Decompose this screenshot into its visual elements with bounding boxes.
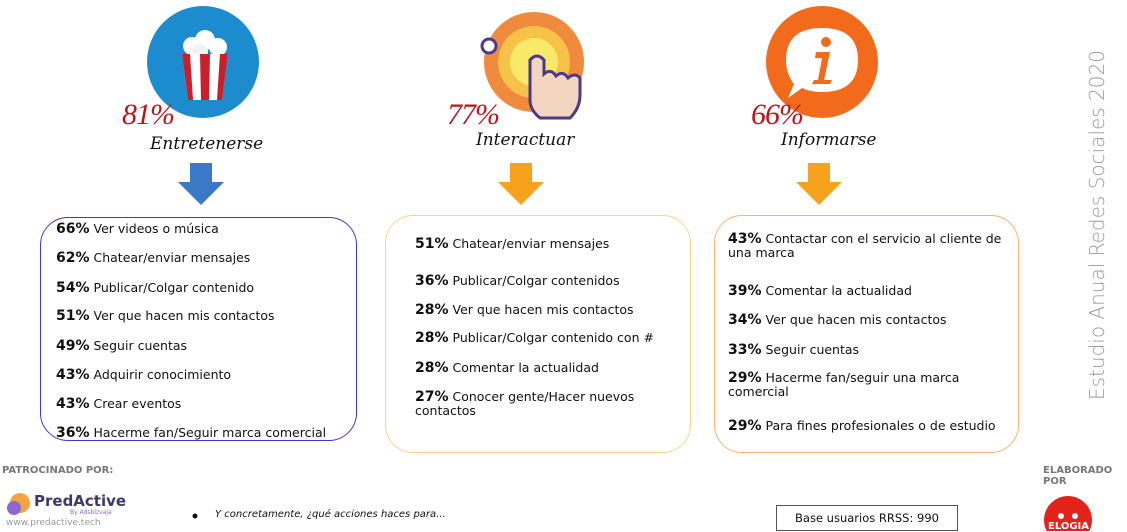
list-item: 28% Publicar/Colgar contenido con # (415, 331, 685, 345)
item-text: Publicar/Colgar contenido (93, 280, 255, 295)
item-percent: 29% (728, 370, 762, 386)
list-item: 33% Seguir cuentas (728, 343, 1008, 357)
item-text: Chatear/enviar mensajes (93, 250, 251, 265)
box (714, 215, 1019, 453)
list-item: 36% Publicar/Colgar contenidos (415, 274, 685, 288)
list-item: 51% Ver que hacen mis contactos (56, 309, 356, 323)
bullet (192, 513, 198, 519)
list-item: 27% Conocer gente/Hacer nuevos contactos (415, 390, 685, 417)
item-percent: 28% (415, 330, 449, 346)
list-item: 29% Hacerme fan/seguir una marca comerci… (728, 371, 1008, 398)
item-text: Hacerme fan/seguir una marca comercial (728, 370, 960, 399)
list-item: 29% Para fines profesionales o de estudi… (728, 419, 1008, 433)
list-item: 36% Hacerme fan/Seguir marca comercial (56, 426, 356, 440)
item-text: Conocer gente/Hacer nuevos contactos (415, 389, 635, 418)
hand (528, 54, 582, 120)
popcorn (182, 30, 228, 100)
agency-label: ELABORADO POR (1043, 465, 1113, 487)
item-percent: 66% (56, 221, 90, 237)
item-percent: 43% (728, 231, 762, 247)
question: Y concretamente, ¿qué acciones haces par… (215, 509, 446, 520)
list-item: 43% Contactar con el servicio al cliente… (728, 232, 1008, 259)
item-percent: 34% (728, 312, 762, 328)
list-item: 66% Ver videos o música (56, 222, 356, 236)
item-percent: 49% (56, 338, 90, 354)
item-percent: 62% (56, 250, 90, 266)
column-title: Entretenerse (150, 134, 264, 154)
item-text: Publicar/Colgar contenidos (452, 273, 620, 288)
list-item: 34% Ver que hacen mis contactos (728, 313, 1008, 327)
side-title: Estudio Anual Redes Sociales 2020 (1085, 50, 1109, 400)
arrow (178, 163, 224, 205)
list-item: 43% Crear eventos (56, 397, 356, 411)
arrow (796, 163, 842, 205)
column-percent: 81% (122, 98, 175, 131)
item-text: Publicar/Colgar contenido con # (452, 330, 654, 345)
item-percent: 36% (56, 425, 90, 441)
item-percent: 28% (415, 302, 449, 318)
item-percent: 36% (415, 273, 449, 289)
item-text: Crear eventos (93, 396, 182, 411)
box (40, 217, 357, 441)
item-text: Seguir cuentas (765, 342, 860, 357)
sponsor-by: By Adsbizvaja (70, 509, 112, 516)
agency-logo (1044, 496, 1092, 531)
item-percent: 28% (415, 360, 449, 376)
arrow (498, 163, 544, 205)
item-percent: 27% (415, 389, 449, 405)
box (385, 215, 691, 453)
sponsor-label: PATROCINADO POR: (2, 465, 114, 476)
list-item: 54% Publicar/Colgar contenido (56, 281, 356, 295)
item-percent: 43% (56, 367, 90, 383)
item-percent: 29% (728, 418, 762, 434)
item-percent: 51% (56, 308, 90, 324)
item-text: Para fines profesionales o de estudio (765, 418, 996, 433)
item-text: Contactar con el servicio al cliente de … (728, 231, 1002, 260)
sponsor-url: www.predactive.tech (6, 518, 101, 528)
list-item: 62% Chatear/enviar mensajes (56, 251, 356, 265)
list-item: 39% Comentar la actualidad (728, 284, 1008, 298)
column-percent: 77% (447, 98, 500, 131)
list-item: 28% Ver que hacen mis contactos (415, 303, 685, 317)
base-note: Base usuarios RRSS: 990 (776, 505, 958, 531)
column-percent: 66% (751, 98, 804, 131)
item-percent: 39% (728, 283, 762, 299)
item-text: Ver que hacen mis contactos (452, 302, 634, 317)
item-text: Adquirir conocimiento (93, 367, 232, 382)
list-item: 49% Seguir cuentas (56, 339, 356, 353)
item-percent: 51% (415, 236, 449, 252)
item-percent: 33% (728, 342, 762, 358)
column-title: Informarse (781, 130, 877, 150)
item-text: Ver videos o música (93, 221, 219, 236)
list-item: 43% Adquirir conocimiento (56, 368, 356, 382)
item-text: Ver que hacen mis contactos (765, 312, 947, 327)
column-title: Interactuar (476, 130, 575, 150)
list-item: 51% Chatear/enviar mensajes (415, 237, 685, 251)
list-item: 28% Comentar la actualidad (415, 361, 685, 375)
sponsor-name: PredActive (34, 492, 127, 510)
item-percent: 43% (56, 396, 90, 412)
item-text: Chatear/enviar mensajes (452, 236, 610, 251)
item-text: Seguir cuentas (93, 338, 188, 353)
item-text: Comentar la actualidad (452, 360, 599, 375)
item-text: Ver que hacen mis contactos (93, 308, 275, 323)
item-percent: 54% (56, 280, 90, 296)
item-text: Comentar la actualidad (765, 283, 912, 298)
agency-name: ELOGIA (1048, 521, 1090, 532)
item-text: Hacerme fan/Seguir marca comercial (93, 425, 327, 440)
